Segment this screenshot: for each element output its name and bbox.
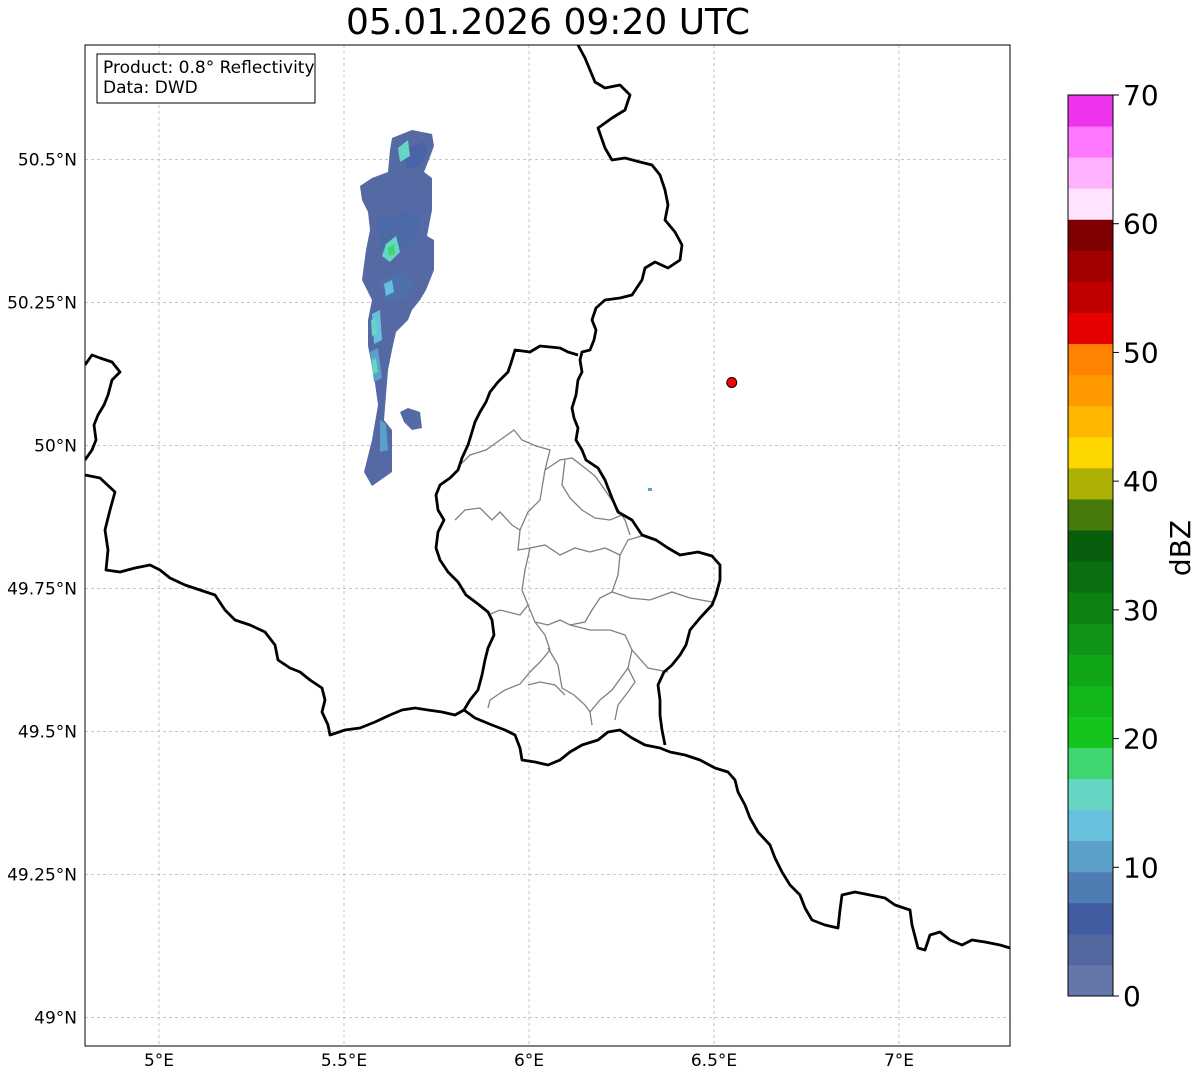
lon-tick-label: 6°E bbox=[514, 1051, 544, 1071]
colorbar-ticks: 0 10 20 30 40 50 60 70 bbox=[1113, 79, 1159, 1013]
colorbar-segment bbox=[1068, 716, 1113, 748]
info-product: Product: 0.8° Reflectivity bbox=[103, 58, 315, 78]
colorbar-segment bbox=[1068, 436, 1113, 469]
radar-site-marker bbox=[726, 376, 738, 388]
colorbar-tick-label: 20 bbox=[1123, 723, 1159, 756]
colorbar-segment bbox=[1068, 592, 1113, 624]
lat-tick-label: 49.25°N bbox=[7, 865, 77, 885]
colorbar: 0 10 20 30 40 50 60 70 dBZ bbox=[1067, 79, 1197, 1013]
colorbar-segment bbox=[1068, 685, 1113, 717]
colorbar-segment bbox=[1068, 157, 1113, 189]
colorbar-tick-label: 60 bbox=[1123, 208, 1159, 241]
colorbar-segment bbox=[1068, 561, 1113, 593]
colorbar-segment bbox=[1068, 747, 1113, 780]
colorbar-tick-label: 40 bbox=[1123, 465, 1159, 498]
latitude-tick-labels: 49°N 49.25°N 49.5°N 49.75°N 50°N 50.25°N 50.5°… bbox=[7, 150, 77, 1028]
colorbar-segment bbox=[1068, 250, 1113, 282]
colorbar-segment bbox=[1068, 529, 1113, 562]
colorbar-segment bbox=[1068, 871, 1113, 904]
colorbar-segment bbox=[1068, 343, 1113, 376]
colorbar-label: dBZ bbox=[1164, 520, 1197, 576]
colorbar-segment bbox=[1068, 188, 1113, 220]
colorbar-frame bbox=[1067, 94, 1114, 997]
colorbar-segment bbox=[1068, 840, 1113, 873]
colorbar-segment bbox=[1068, 95, 1113, 127]
colorbar-tick-label: 0 bbox=[1123, 980, 1141, 1013]
colorbar-segments bbox=[1068, 95, 1113, 997]
colorbar-segment bbox=[1068, 281, 1113, 313]
lat-lon-grid bbox=[85, 45, 1010, 1046]
colorbar-tick-label: 70 bbox=[1123, 79, 1159, 112]
lat-tick-label: 50°N bbox=[34, 436, 77, 456]
map-title: 05.01.2026 09:20 UTC bbox=[345, 2, 751, 43]
colorbar-tick-label: 10 bbox=[1123, 851, 1159, 884]
colorbar-segment bbox=[1068, 126, 1113, 158]
info-box: Product: 0.8° Reflectivity Data: DWD bbox=[96, 53, 316, 104]
colorbar-segment bbox=[1068, 312, 1113, 345]
lon-tick-label: 5.5°E bbox=[321, 1051, 367, 1071]
plot-frame bbox=[84, 44, 1011, 1047]
radar-echoes bbox=[360, 130, 652, 491]
lat-tick-label: 49.5°N bbox=[18, 722, 77, 742]
longitude-tick-labels: 5°E 5.5°E 6°E 6.5°E 7°E bbox=[144, 1051, 914, 1071]
lat-tick-label: 49.75°N bbox=[7, 579, 77, 599]
lon-tick-label: 7°E bbox=[884, 1051, 914, 1071]
colorbar-segment bbox=[1068, 374, 1113, 407]
lon-tick-label: 6.5°E bbox=[691, 1051, 737, 1071]
national-borders bbox=[85, 45, 1010, 952]
colorbar-segment bbox=[1068, 654, 1113, 686]
lat-tick-label: 50.25°N bbox=[7, 293, 77, 313]
lat-tick-label: 49°N bbox=[34, 1008, 77, 1028]
colorbar-segment bbox=[1068, 809, 1113, 842]
colorbar-segment bbox=[1068, 498, 1113, 531]
colorbar-segment bbox=[1068, 964, 1113, 997]
colorbar-segment bbox=[1068, 778, 1113, 811]
colorbar-segment bbox=[1068, 467, 1113, 500]
colorbar-segment bbox=[1068, 219, 1113, 251]
lat-tick-label: 50.5°N bbox=[18, 150, 77, 170]
lon-tick-label: 5°E bbox=[144, 1051, 174, 1071]
colorbar-segment bbox=[1068, 623, 1113, 655]
colorbar-segment bbox=[1068, 902, 1113, 935]
colorbar-segment bbox=[1068, 405, 1113, 438]
info-source: Data: DWD bbox=[103, 78, 198, 98]
colorbar-segment bbox=[1068, 933, 1113, 966]
colorbar-tick-label: 50 bbox=[1123, 336, 1159, 369]
colorbar-tick-label: 30 bbox=[1123, 594, 1159, 627]
plot-area bbox=[85, 45, 1010, 1046]
